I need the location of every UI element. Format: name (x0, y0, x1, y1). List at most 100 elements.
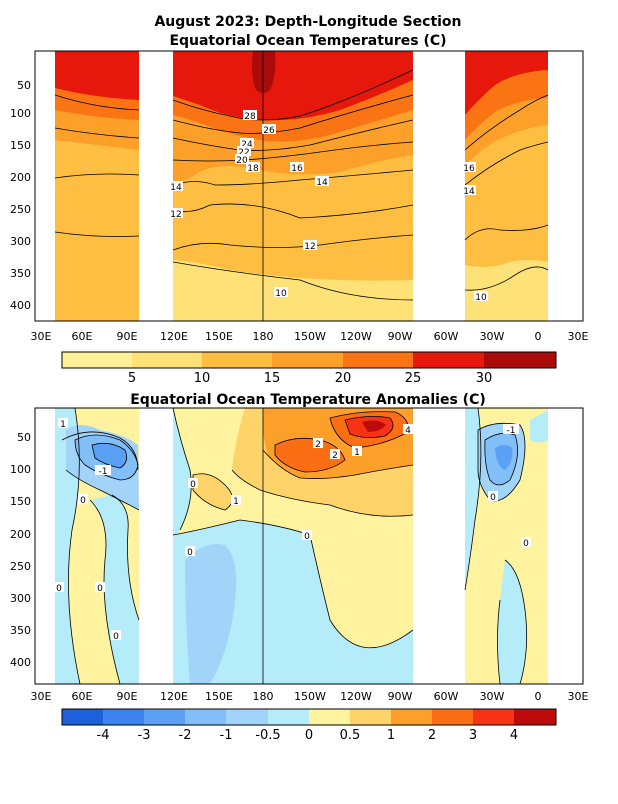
x-tick-label: 30E (31, 330, 52, 343)
colorbar-swatch (272, 352, 343, 368)
x-tick-label: 180 (253, 690, 274, 703)
contour-label: -1 (99, 467, 108, 477)
colorbar-label: 5 (128, 371, 136, 386)
x-tick-label: 90E (117, 330, 138, 343)
y-tick-label: 200 (10, 171, 31, 184)
colorbar-swatch (62, 352, 132, 368)
x-tick-label: 90E (117, 690, 138, 703)
colorbar-swatch (309, 709, 350, 725)
x-tick-label: 60W (434, 690, 459, 703)
contour-label: 0 (113, 632, 119, 642)
contour-label: 12 (170, 210, 181, 220)
colorbar-swatch (350, 709, 391, 725)
y-tick-label: 300 (10, 592, 31, 605)
contour-label: 0 (97, 584, 103, 594)
contour-label: 22 (238, 148, 249, 158)
colorbar-label: -0.5 (255, 728, 280, 743)
chart-subtitle: Equatorial Ocean Temperatures (C) (169, 33, 446, 49)
colorbar-swatch (202, 352, 272, 368)
contour-label: 18 (247, 164, 259, 174)
y-tick-label: 50 (17, 431, 31, 444)
x-tick-label: 30W (480, 690, 505, 703)
colorbar-label: 4 (510, 728, 518, 743)
chart-title: August 2023: Depth-Longitude Section (154, 14, 461, 30)
y-tick-label: 150 (10, 495, 31, 508)
contour-label: 2 (315, 440, 321, 450)
y-tick-label: 350 (10, 624, 31, 637)
top-y-axis: 50 100 150 200 250 300 350 400 (10, 79, 31, 312)
y-tick-label: 50 (17, 79, 31, 92)
top-contour-labels: 28 26 24 22 20 18 16 16 14 14 14 12 12 1… (169, 110, 488, 303)
colorbar-swatch (484, 352, 556, 368)
contour-label: 14 (463, 187, 475, 197)
top-colorbar: 5 10 15 20 25 30 (61, 351, 557, 386)
x-tick-label: 60E (72, 690, 93, 703)
contour-label: 1 (354, 448, 360, 458)
x-tick-label: 150E (205, 330, 233, 343)
colorbar-label: 10 (194, 371, 211, 386)
colorbar-swatch (268, 709, 309, 725)
x-tick-label: 30W (480, 330, 505, 343)
colorbar-label: -4 (97, 728, 110, 743)
y-tick-label: 100 (10, 463, 31, 476)
contour-label: 16 (291, 164, 303, 174)
contour-label: 0 (490, 493, 496, 503)
x-tick-label: 120W (340, 690, 372, 703)
colorbar-swatch (473, 709, 514, 725)
colorbar-swatch (432, 709, 473, 725)
x-tick-label: 150W (294, 690, 326, 703)
x-tick-label: 180 (253, 330, 274, 343)
colorbar-label: -3 (138, 728, 151, 743)
contour-label: 10 (475, 293, 487, 303)
y-tick-label: 300 (10, 235, 31, 248)
top-x-axis: 30E 60E 90E 120E 150E 180 150W 120W 90W … (31, 330, 589, 343)
colorbar-swatch (103, 709, 144, 725)
colorbar-label: 1 (387, 728, 395, 743)
contour-label: 0 (523, 539, 529, 549)
bottom-x-axis: 30E 60E 90E 120E 150E 180 150W 120W 90W … (31, 690, 589, 703)
x-tick-label: 30E (568, 690, 589, 703)
contour-label: 14 (170, 183, 182, 193)
contour-label: 0 (80, 496, 86, 506)
colorbar-label: -2 (179, 728, 192, 743)
colorbar-swatch (185, 709, 226, 725)
y-tick-label: 100 (10, 107, 31, 120)
x-tick-label: 0 (535, 330, 542, 343)
x-tick-label: 120E (160, 330, 188, 343)
contour-label: 0 (56, 584, 62, 594)
x-tick-label: 90W (388, 690, 413, 703)
x-tick-label: 60E (72, 330, 93, 343)
colorbar-label: 0.5 (340, 728, 361, 743)
x-tick-label: 0 (535, 690, 542, 703)
colorbar-swatch (62, 709, 103, 725)
contour-label: 0 (187, 548, 193, 558)
colorbar-label: -1 (220, 728, 233, 743)
y-tick-label: 200 (10, 528, 31, 541)
colorbar-label: 25 (405, 371, 422, 386)
temperature-plot-area (34, 50, 584, 326)
y-tick-label: 400 (10, 299, 31, 312)
colorbar-label: 2 (428, 728, 436, 743)
contour-label: 12 (304, 242, 315, 252)
y-tick-label: 250 (10, 203, 31, 216)
anomaly-plot-area (34, 407, 584, 685)
contour-label: 4 (405, 426, 411, 436)
colorbar-label: 0 (305, 728, 313, 743)
colorbar-swatch (343, 352, 413, 368)
contour-label: 26 (263, 126, 275, 136)
colorbar-swatch (144, 709, 185, 725)
colorbar-swatch (413, 352, 484, 368)
contour-label: 1 (60, 420, 66, 430)
x-tick-label: 150E (205, 690, 233, 703)
colorbar-label: 3 (469, 728, 477, 743)
y-tick-label: 250 (10, 560, 31, 573)
x-tick-label: 60W (434, 330, 459, 343)
y-tick-label: 400 (10, 656, 31, 669)
x-tick-label: 30E (31, 690, 52, 703)
anomaly-colorbar: -4 -3 -2 -1 -0.5 0 0.5 1 2 3 4 (61, 708, 557, 743)
contour-label: 14 (316, 178, 328, 188)
colorbar-label: 30 (476, 371, 493, 386)
contour-label: 16 (463, 164, 475, 174)
contour-label: 1 (233, 497, 239, 507)
x-tick-label: 120E (160, 690, 188, 703)
